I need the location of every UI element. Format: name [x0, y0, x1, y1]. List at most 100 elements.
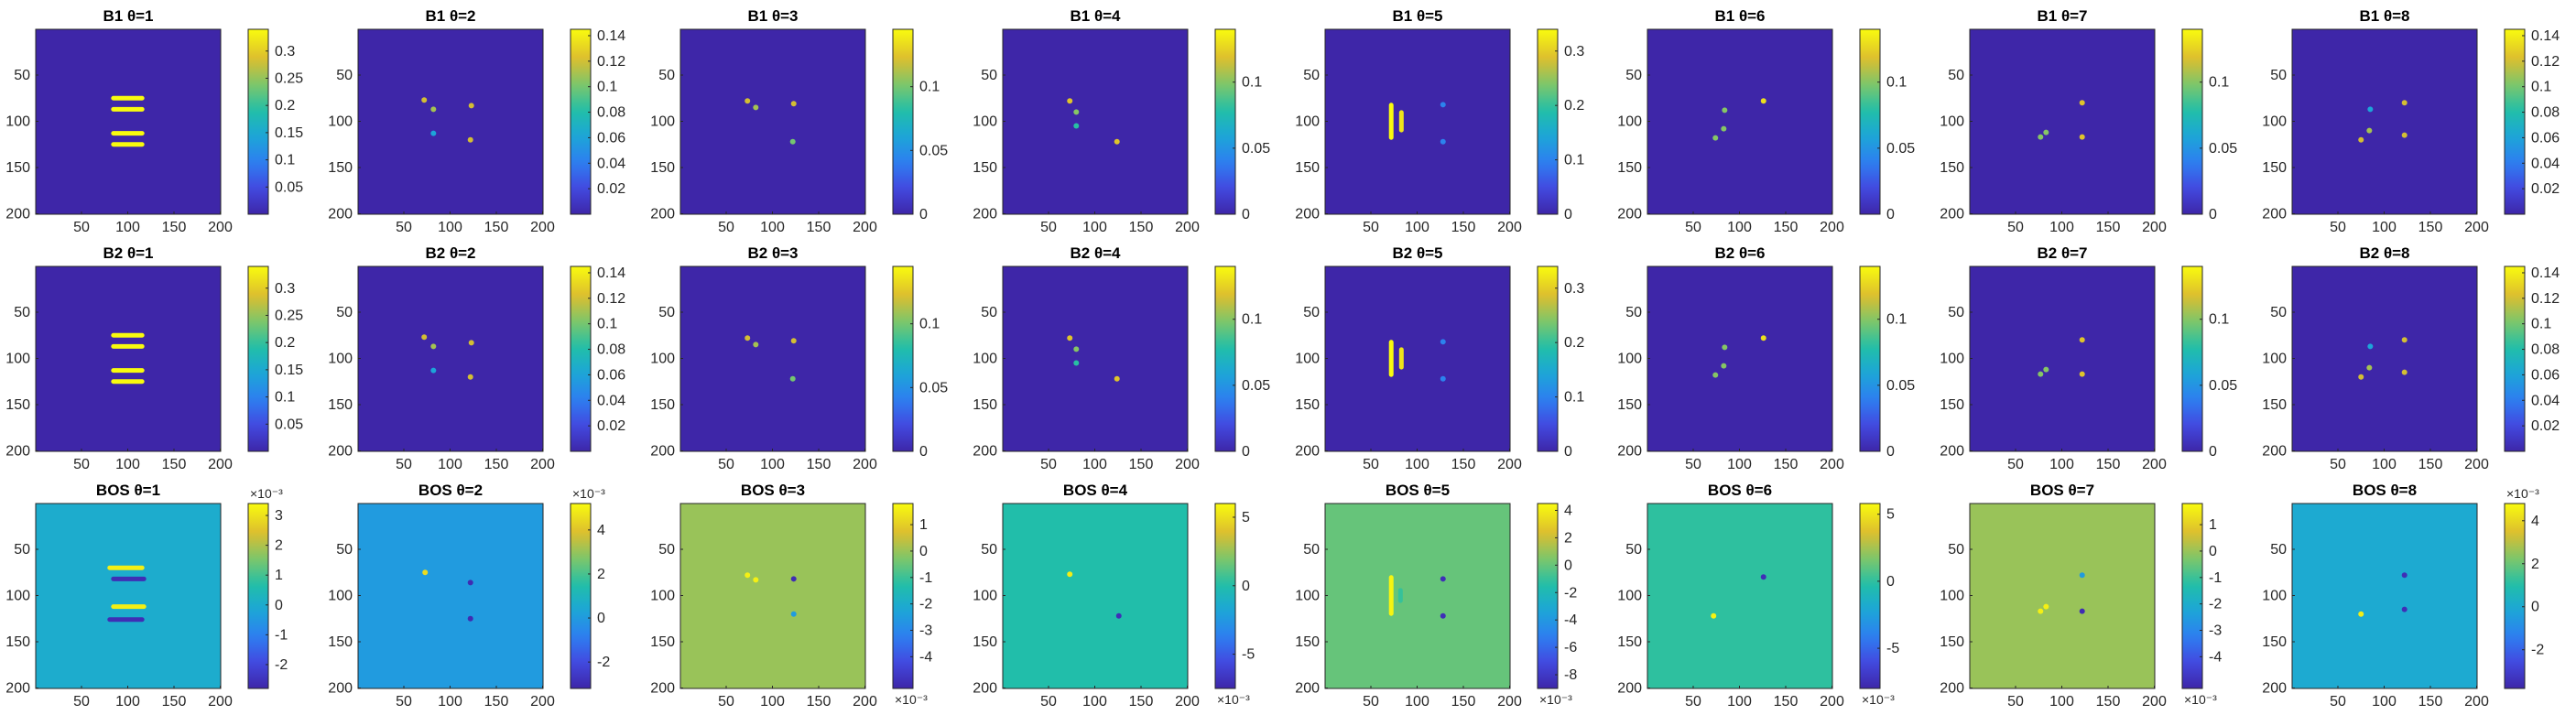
heatmap-spot: [2366, 127, 2373, 134]
colorbar-box: [2181, 28, 2203, 215]
heatmap-spot: [2038, 608, 2044, 614]
x-tick-label: 200: [1175, 694, 1200, 710]
heatmap-spot: [1067, 571, 1073, 578]
colorbar-tick-label: 0: [2209, 207, 2217, 222]
heatmap-panel: BOS θ=6 50 100 150 200 50 100 150 200 -5 0 5 ×10⁻³: [1617, 482, 1899, 710]
heatmap-spot: [1115, 612, 1122, 619]
colorbar-tick-label: 0.04: [597, 393, 625, 408]
colorbar: [2505, 504, 2525, 688]
colorbar-tick-label: 0.2: [1564, 335, 1584, 351]
x-tick-label: 50: [396, 220, 412, 235]
panel-title: B2 θ=4: [1070, 244, 1121, 262]
x-tick-label: 50: [718, 457, 734, 472]
colorbar-tick-label: 0.3: [1564, 44, 1584, 60]
colorbar-box: [247, 28, 269, 215]
colorbar: [1215, 266, 1235, 451]
heatmap-spot: [467, 615, 473, 622]
colorbar-tick-label: 0.1: [275, 390, 295, 406]
heatmap-background: [680, 504, 865, 688]
y-tick-label: 200: [973, 443, 997, 459]
axes-box: [1002, 265, 1189, 452]
colorbar-tick-label: 0.05: [1886, 378, 1915, 394]
heatmap-spot: [467, 374, 473, 380]
heatmap-spot: [421, 97, 428, 103]
x-tick-label: 100: [1727, 694, 1752, 710]
heatmap-spot: [2367, 343, 2374, 350]
colorbar-tick-label: -2: [275, 657, 288, 673]
colorbar-box: [1859, 503, 1881, 689]
y-tick-label: 50: [1303, 68, 1320, 83]
y-tick-label: 200: [1295, 206, 1320, 222]
y-tick-label: 150: [1295, 634, 1320, 650]
colorbar-tick-label: 0: [2531, 600, 2539, 615]
colorbar-box: [892, 265, 914, 452]
heatmap-bar: [111, 604, 147, 610]
y-tick-label: 100: [1295, 114, 1320, 129]
x-tick-label: 200: [2142, 457, 2167, 472]
x-tick-label: 200: [1820, 220, 1844, 235]
colorbar-exponent: ×10⁻³: [572, 486, 605, 501]
y-tick-label: 150: [650, 634, 675, 650]
y-tick-label: 100: [1617, 114, 1642, 129]
y-tick-label: 100: [973, 114, 997, 129]
panel-title: B1 θ=5: [1392, 7, 1442, 25]
x-tick-label: 200: [1497, 457, 1522, 472]
heatmap-spot: [790, 101, 797, 107]
x-tick-label: 200: [1820, 457, 1844, 472]
x-tick-label: 150: [484, 694, 509, 710]
y-tick-label: 200: [1617, 680, 1642, 696]
x-tick-label: 100: [2372, 220, 2397, 235]
heatmap-spot: [2401, 100, 2408, 106]
y-tick-label: 150: [328, 160, 353, 176]
heatmap-spot: [745, 98, 751, 104]
colorbar-tick-label: 0.3: [275, 281, 295, 297]
x-tick-label: 100: [760, 220, 785, 235]
colorbar-tick-label: 0.05: [1242, 141, 1270, 157]
heatmap-background: [1003, 504, 1188, 688]
heatmap-background: [1325, 29, 1510, 214]
heatmap-bar: [107, 565, 145, 570]
x-tick-label: 50: [1040, 694, 1057, 710]
x-tick-label: 50: [2330, 694, 2346, 710]
x-tick-label: 100: [2372, 694, 2397, 710]
y-tick-label: 50: [1303, 542, 1320, 558]
colorbar-tick-label: 0.04: [597, 156, 625, 171]
colorbar-tick-label: 5: [1242, 510, 1250, 525]
heatmap-panel: B2 θ=6 50 100 150 200 50 100 150 200 0 0.05 0.1: [1617, 244, 1915, 472]
heatmap-spot: [790, 338, 797, 344]
y-tick-label: 50: [658, 542, 675, 558]
y-tick-label: 150: [1295, 397, 1320, 413]
heatmap-spot: [1114, 138, 1120, 145]
colorbar-tick-label: 0: [919, 444, 928, 460]
x-tick-label: 100: [115, 220, 140, 235]
heatmap-spot: [2043, 603, 2049, 610]
x-tick-label: 150: [484, 457, 509, 472]
heatmap-spot: [468, 103, 474, 109]
x-tick-label: 50: [2007, 220, 2024, 235]
heatmap-panel: B1 θ=5 50 100 150 200 50 100 150 200 0 0.1 0.2 0.3: [1295, 7, 1584, 235]
x-tick-label: 50: [73, 457, 90, 472]
colorbar-tick-label: 2: [2531, 557, 2539, 572]
panel-title: BOS θ=6: [1708, 482, 1772, 499]
colorbar-tick-label: 0.1: [1242, 75, 1262, 91]
y-tick-label: 150: [973, 160, 997, 176]
heatmap-spot: [1440, 576, 1446, 582]
colorbar: [2182, 266, 2202, 451]
y-tick-label: 50: [1948, 68, 1964, 83]
axes-box: [35, 265, 222, 452]
colorbar-box: [1214, 503, 1236, 689]
heatmap-spot: [2358, 136, 2364, 143]
heatmap-bar: [111, 106, 145, 112]
colorbar-tick-label: 0.06: [2531, 130, 2560, 146]
heatmap-spot: [753, 104, 759, 111]
colorbar-tick-label: 0: [1564, 207, 1572, 222]
heatmap-spot: [1712, 135, 1719, 141]
x-tick-label: 200: [1175, 220, 1200, 235]
heatmap-spot: [2367, 106, 2374, 113]
y-tick-label: 200: [328, 206, 353, 222]
heatmap-spot: [790, 576, 797, 582]
y-tick-label: 50: [658, 68, 675, 83]
colorbar-tick-label: 0.08: [597, 342, 625, 358]
heatmap-background: [358, 29, 543, 214]
panel-title: BOS θ=5: [1386, 482, 1450, 499]
